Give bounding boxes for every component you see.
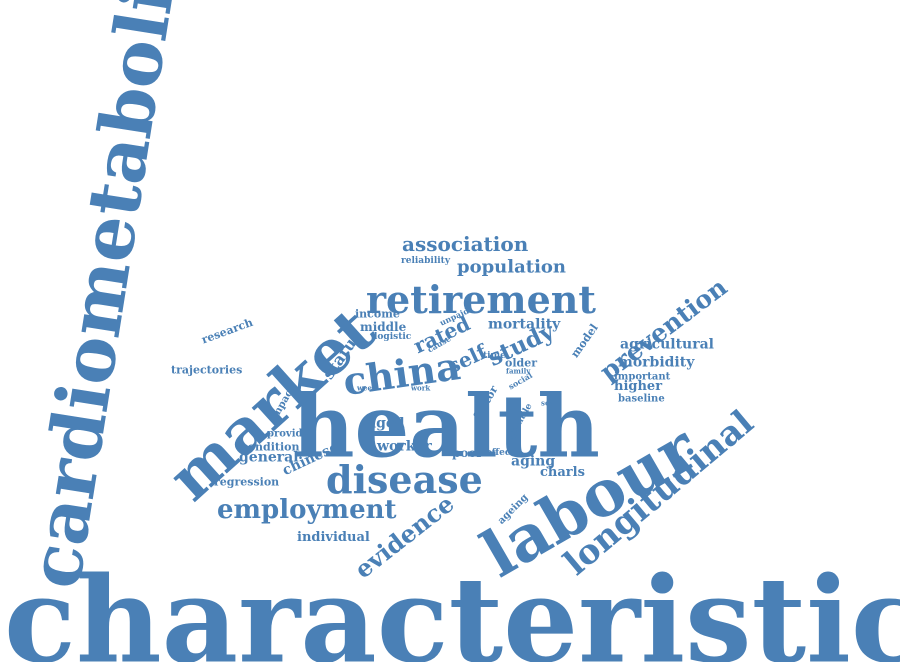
word-middle: middle	[360, 319, 407, 334]
word-retirement: retirement	[366, 277, 596, 323]
word-regression: regression	[214, 475, 280, 489]
word-aged: aged	[367, 415, 405, 432]
word-individual: individual	[297, 530, 370, 546]
word-higher: higher	[614, 379, 663, 395]
word-work: work	[411, 383, 431, 393]
word-important: important	[614, 371, 671, 383]
word-general: general	[239, 449, 299, 466]
word-week: week	[357, 383, 377, 393]
word-reliability: reliability	[401, 256, 451, 267]
word-population: population	[457, 256, 567, 278]
word-characteristic: characteristic	[4, 550, 900, 662]
word-trajectories: trajectories	[171, 363, 243, 377]
word-poor: poor	[452, 445, 483, 460]
word-morbidity: morbidity	[618, 354, 695, 371]
word-time: time	[483, 351, 506, 362]
word-older: older	[505, 356, 538, 370]
word-disease: disease	[326, 457, 483, 503]
word-model: model	[568, 321, 601, 361]
word-worker: worker	[377, 438, 432, 455]
word-scale: scale	[541, 398, 561, 408]
word-charls: charls	[540, 465, 585, 481]
word-employment: employment	[217, 495, 397, 526]
word-aging: aging	[511, 453, 556, 470]
word-effect: effect	[486, 448, 515, 459]
word-provide: provide	[267, 428, 309, 440]
word-research: research	[199, 315, 255, 347]
word-baseline: baseline	[618, 393, 665, 405]
word-association: association	[402, 231, 529, 256]
word-health: health	[292, 376, 600, 478]
word-agricultural: agricultural	[620, 336, 714, 353]
word-cardiometabolic: cardiometabolic	[11, 0, 198, 594]
word-family: family	[506, 366, 531, 376]
word-condition: condition	[241, 440, 300, 454]
word-mortality: mortality	[488, 316, 561, 333]
word-logistic: logistic	[374, 332, 412, 343]
word-income: income	[355, 307, 400, 321]
